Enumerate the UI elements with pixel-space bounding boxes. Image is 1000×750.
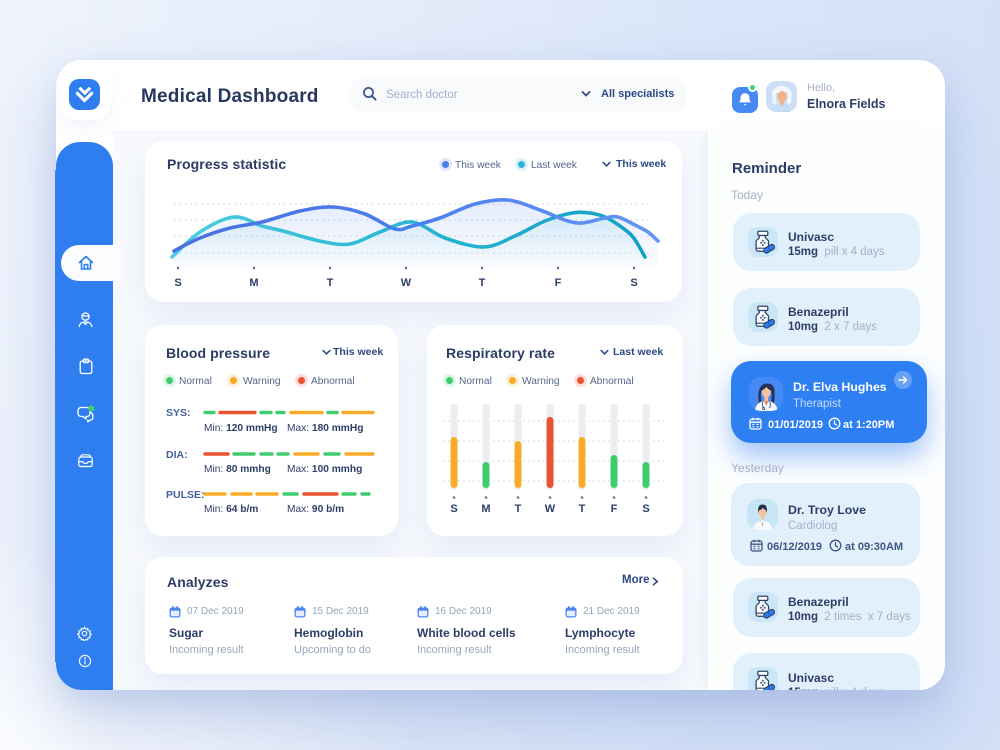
svg-text:W: W	[545, 503, 556, 515]
svg-text:T: T	[515, 503, 522, 515]
svg-text:T: T	[327, 277, 334, 289]
svg-text:Max: 90 b/m: Max: 90 b/m	[287, 504, 344, 515]
svg-text:Min: 80 mmhg: Min: 80 mmhg	[204, 464, 271, 475]
svg-text:T: T	[579, 503, 586, 515]
svg-text:T: T	[479, 277, 486, 289]
svg-text:F: F	[555, 277, 562, 289]
svg-text:S: S	[450, 503, 457, 515]
svg-text:F: F	[611, 503, 618, 515]
svg-text:Max: 100 mmhg: Max: 100 mmhg	[287, 464, 362, 475]
svg-text:Max: 180 mmHg: Max: 180 mmHg	[287, 423, 363, 434]
svg-text:M: M	[249, 277, 258, 289]
svg-text:W: W	[401, 277, 412, 289]
svg-text:PULSE:: PULSE:	[166, 489, 205, 501]
svg-text:S: S	[174, 277, 181, 289]
svg-text:SYS:: SYS:	[166, 407, 191, 419]
svg-text:DIA:: DIA:	[166, 449, 188, 461]
svg-text:Min: 64 b/m: Min: 64 b/m	[204, 504, 258, 515]
svg-text:S: S	[642, 503, 649, 515]
svg-text:S: S	[630, 277, 637, 289]
svg-text:M: M	[481, 503, 490, 515]
svg-text:Min: 120 mmHg: Min: 120 mmHg	[204, 423, 278, 434]
